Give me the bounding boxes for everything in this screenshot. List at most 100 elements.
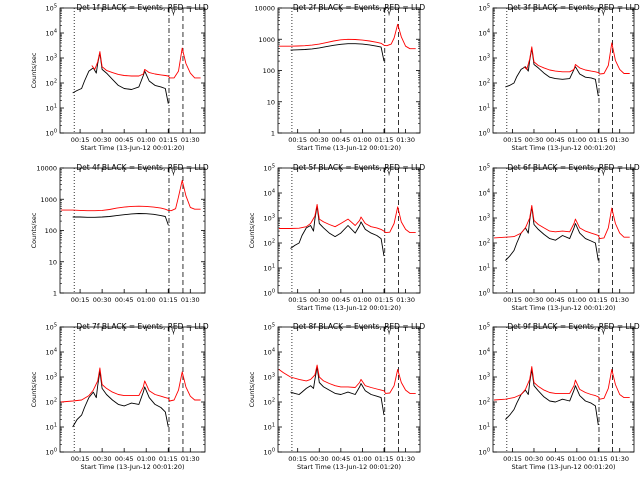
x-tick-label: 01:00 [353, 136, 372, 144]
x-tick-label: 01:30 [181, 455, 200, 463]
panel-annotation: γ [171, 8, 175, 16]
y-tick-label: 104 [479, 348, 490, 357]
x-tick-label: 00:15 [71, 455, 90, 463]
x-tick-label: 00:30 [525, 296, 544, 304]
x-tick-label: 00:15 [503, 136, 522, 144]
x-tick-label: 01:15 [589, 136, 608, 144]
y-tick-label: 100 [263, 67, 275, 75]
x-tick-label: 00:45 [115, 455, 134, 463]
x-tick-label: 00:15 [71, 296, 90, 304]
x-tick-label: 00:15 [288, 296, 307, 304]
x-tick-label: 01:00 [567, 296, 586, 304]
y-tick-label: 100 [479, 289, 490, 298]
y-tick-label: 100 [45, 227, 57, 235]
x-tick-label: 00:15 [503, 296, 522, 304]
plot-frame [492, 326, 635, 453]
x-tick-label: 00:15 [71, 136, 90, 144]
y-tick-label: 10000 [254, 5, 275, 13]
x-tick-label: 00:30 [310, 136, 329, 144]
panel-title: Det 8f BLACK = Events, RED = LLD [293, 322, 426, 331]
panel-annotation: γ [171, 327, 175, 335]
panel-title: Det 7f BLACK = Events, RED = LLD [76, 322, 209, 331]
y-axis-label: Counts/sec [248, 371, 256, 407]
detector-panel-1: Det 1f BLACK = Events, RED = LLD 100 101 10… [30, 3, 209, 152]
series-line-events [72, 52, 169, 104]
x-axis-label: Start Time (13-Jun-12 00:01:20) [512, 463, 616, 471]
x-tick-label: 00:15 [288, 136, 307, 144]
x-tick-label: 01:00 [353, 296, 372, 304]
panel-annotation: γ [601, 168, 605, 176]
y-tick-label: 105 [479, 164, 490, 173]
series-line-events [72, 213, 169, 226]
series-line-events [290, 205, 385, 257]
x-tick-label: 01:30 [396, 455, 415, 463]
x-tick-label: 00:45 [546, 136, 565, 144]
y-tick-label: 104 [46, 29, 57, 38]
x-tick-label: 01:15 [589, 296, 608, 304]
x-tick-label: 01:00 [137, 136, 156, 144]
detector-panel-5: Det 5f BLACK = Events, RED = LLD 100 101 10… [248, 163, 425, 312]
y-tick-label: 101 [46, 423, 57, 432]
y-tick-label: 103 [264, 373, 275, 382]
y-tick-label: 101 [46, 104, 57, 113]
x-axis-label: Start Time (13-Jun-12 00:01:20) [81, 144, 185, 152]
x-tick-label: 00:45 [331, 455, 350, 463]
x-tick-label: 00:30 [310, 296, 329, 304]
y-tick-label: 102 [479, 79, 490, 88]
y-tick-label: 104 [264, 189, 275, 198]
y-tick-label: 100 [479, 448, 490, 457]
y-tick-label: 101 [479, 264, 490, 273]
detector-panel-7: Det 7f BLACK = Events, RED = LLD 100 101 10… [30, 322, 209, 471]
panel-title: Det 6f BLACK = Events, RED = LLD [507, 163, 640, 172]
series-line-events [290, 43, 385, 62]
x-tick-label: 01:00 [137, 455, 156, 463]
x-tick-label: 01:15 [159, 455, 178, 463]
x-axis-label: Start Time (13-Jun-12 00:01:20) [297, 304, 401, 312]
panel-title: Det 1f BLACK = Events, RED = LLD [76, 3, 209, 12]
plot-frame [59, 7, 206, 134]
x-tick-label: 00:30 [310, 455, 329, 463]
plot-frame [277, 326, 421, 453]
series-line-lld [493, 366, 630, 401]
x-tick-label: 01:15 [589, 455, 608, 463]
series-line-lld [523, 42, 630, 75]
x-tick-label: 00:45 [115, 136, 134, 144]
x-tick-label: 00:30 [93, 296, 112, 304]
y-tick-label: 102 [479, 239, 490, 248]
panel-annotation: γ [387, 327, 391, 335]
y-tick-label: 1000 [40, 196, 57, 204]
panel-annotation: γ [387, 8, 391, 16]
y-tick-label: 103 [479, 214, 490, 223]
y-tick-label: 101 [264, 264, 275, 273]
panel-title: Det 9f BLACK = Events, RED = LLD [507, 322, 640, 331]
y-axis-label: Counts/sec [30, 212, 38, 248]
y-tick-label: 102 [264, 239, 275, 248]
series-line-events [290, 366, 385, 416]
x-tick-label: 00:45 [331, 296, 350, 304]
series-line-events [72, 370, 169, 428]
x-tick-label: 01:30 [396, 136, 415, 144]
x-tick-label: 00:30 [525, 455, 544, 463]
y-axis-label: Counts/sec [30, 52, 38, 88]
x-tick-label: 00:15 [288, 455, 307, 463]
plot-frame [492, 7, 635, 134]
detector-panel-6: Det 6f BLACK = Events, RED = LLD 100 101 10… [479, 163, 640, 312]
x-tick-label: 00:45 [546, 455, 565, 463]
x-tick-label: 01:00 [567, 136, 586, 144]
panel-annotation: γ [601, 327, 605, 335]
x-tick-label: 00:30 [93, 455, 112, 463]
x-tick-label: 01:15 [375, 455, 394, 463]
y-tick-label: 101 [264, 423, 275, 432]
x-tick-label: 01:30 [396, 296, 415, 304]
y-tick-label: 103 [479, 54, 490, 63]
y-tick-label: 101 [479, 423, 490, 432]
y-tick-label: 100 [479, 129, 490, 138]
series-line-lld [278, 364, 416, 394]
x-tick-label: 01:30 [181, 296, 200, 304]
series-line-lld [493, 204, 630, 240]
x-tick-label: 00:30 [525, 136, 544, 144]
x-tick-label: 01:30 [181, 136, 200, 144]
series-line-lld [279, 203, 416, 234]
x-tick-label: 01:30 [610, 136, 629, 144]
x-tick-label: 00:45 [546, 296, 565, 304]
